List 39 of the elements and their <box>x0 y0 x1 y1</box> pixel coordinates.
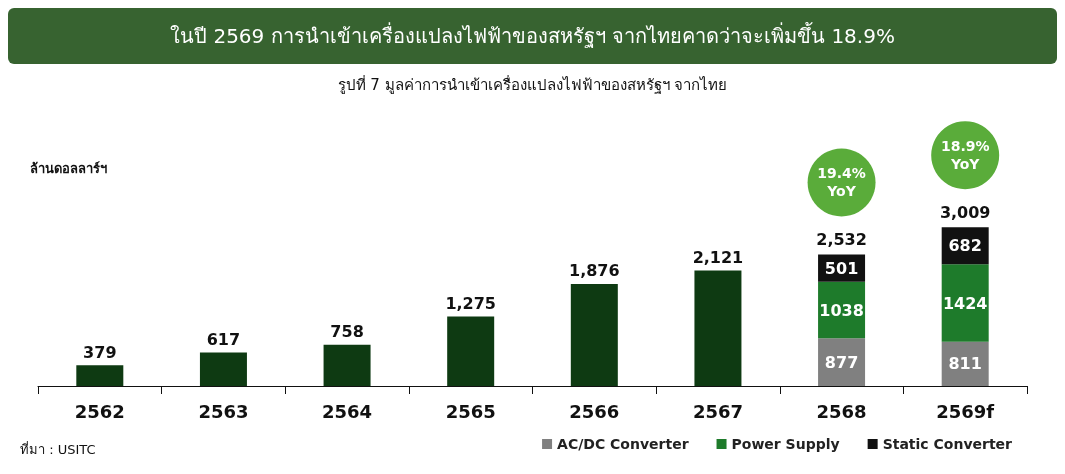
data-label: 1,275 <box>445 294 496 314</box>
bar <box>818 338 866 386</box>
text: 3,009 <box>939 203 991 223</box>
chart-title: ในปี 2569 การนำเข้าเครื่องแปลงไฟฟ้าของสหรัฐฯ จากไทยคาดว่าจะเพิ่มขึ้น 18.9% <box>8 8 1057 64</box>
data-label: 617 <box>206 329 241 349</box>
x-tick-label: 2565 <box>445 400 496 422</box>
bar <box>570 283 618 386</box>
data-label: 379 <box>83 342 117 362</box>
data-label: 877 <box>824 352 859 372</box>
y-axis-title: ล้านดอลลาร์ฯ <box>30 161 107 176</box>
x-tick-label: 2563 <box>198 400 249 422</box>
data-label: 501 <box>824 258 859 278</box>
text: ที่มา : USITC <box>20 441 96 457</box>
data-label: 811 <box>948 354 982 374</box>
x-tick-label: 2564 <box>322 400 373 422</box>
data-label: 1,876 <box>569 261 620 281</box>
text: 18.9% YoY <box>940 138 990 173</box>
x-tick-label: 2568 <box>816 400 867 422</box>
x-tick-label: 2569f <box>936 400 995 422</box>
chart-subtitle: รูปที่ 7 มูลค่าการนำเข้าเครื่องแปลงไฟฟ้าของสหรัฐฯ จากไทย <box>337 73 728 94</box>
legend-label: Static Converter <box>882 436 1013 452</box>
bar <box>323 344 371 386</box>
data-label: 682 <box>948 236 982 256</box>
bar <box>199 352 247 386</box>
bar <box>447 316 495 386</box>
bar <box>76 365 124 386</box>
x-tick-label: 2566 <box>569 400 620 422</box>
data-label: 1038 <box>819 300 864 320</box>
x-tick-label: 2562 <box>74 400 125 422</box>
legend-label: Power Supply <box>731 436 840 452</box>
data-label: 2,121 <box>692 248 744 268</box>
bar <box>694 270 742 386</box>
text: 19.4% YoY <box>817 165 866 200</box>
data-label: 758 <box>330 322 364 342</box>
bar <box>941 264 989 342</box>
legend-label: AC/DC Converter <box>557 436 689 452</box>
annotation: 2,532 <box>816 230 867 250</box>
x-tick-label: 2567 <box>692 400 743 422</box>
data-label: 1424 <box>942 293 988 313</box>
